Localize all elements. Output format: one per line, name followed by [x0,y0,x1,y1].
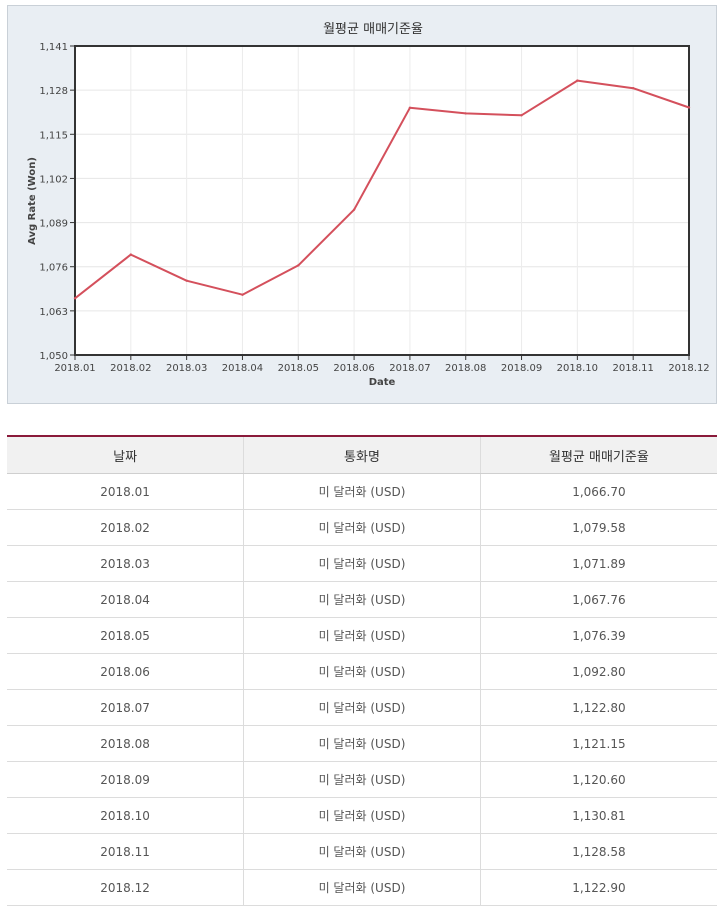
data-point [408,106,412,110]
cell-currency: 미 달러화 (USD) [243,761,481,798]
cell-currency: 미 달러화 (USD) [243,725,481,762]
data-point [241,293,244,296]
cell-date: 2018.04 [7,581,245,618]
table-header-row: 날짜 통화명 월평균 매매기준율 [7,435,717,474]
y-tick-label: 1,141 [39,42,68,53]
cell-currency: 미 달러화 (USD) [243,581,481,618]
data-point [297,264,300,267]
cell-currency: 미 달러화 (USD) [243,617,481,654]
cell-avg-rate: 1,121.15 [480,725,717,762]
data-point [520,114,523,117]
cell-date: 2018.03 [7,545,245,582]
cell-date: 2018.12 [7,869,245,906]
cell-avg-rate: 1,071.89 [480,545,717,582]
cell-currency: 미 달러화 (USD) [243,833,481,870]
header-currency: 통화명 [243,435,481,474]
table-row: 2018.03 미 달러화 (USD) 1,071.89 [7,545,717,582]
table-row: 2018.12 미 달러화 (USD) 1,122.90 [7,869,717,906]
cell-avg-rate: 1,066.70 [480,473,717,510]
grid-layer [74,45,690,356]
cell-date: 2018.05 [7,617,245,654]
data-point [185,279,188,282]
header-avg-rate: 월평균 매매기준율 [480,435,717,474]
cell-avg-rate: 1,120.60 [480,761,717,798]
x-tick-label: 2018.05 [278,363,319,374]
y-tick-label: 1,063 [39,307,68,318]
cell-currency: 미 달러화 (USD) [243,653,481,690]
x-tick-label: 2018.04 [222,363,263,374]
header-date: 날짜 [7,435,245,474]
cell-currency: 미 달러화 (USD) [243,689,481,726]
y-tick-label: 1,089 [39,219,68,230]
cell-avg-rate: 1,128.58 [480,833,717,870]
data-point [631,86,635,90]
cell-currency: 미 달러화 (USD) [243,545,481,582]
table-row: 2018.04 미 달러화 (USD) 1,067.76 [7,581,717,618]
cell-date: 2018.10 [7,797,245,834]
cell-currency: 미 달러화 (USD) [243,797,481,834]
tick-layer: 1,050 1,063 1,076 1,089 1,102 1,115 1,128 1,141… [39,42,709,374]
data-point [352,208,356,211]
series-layer [73,79,691,300]
chart-panel: 월평균 매매기준율 1,050 1,063 1,076 1,089 1,102 1,115… [7,5,717,404]
data-point [687,106,691,109]
cell-avg-rate: 1,092.80 [480,653,717,690]
x-tick-label: 2018.03 [166,363,207,374]
cell-avg-rate: 1,076.39 [480,617,717,654]
cell-date: 2018.06 [7,653,245,690]
table-row: 2018.07 미 달러화 (USD) 1,122.80 [7,689,717,726]
x-tick-label: 2018.10 [557,363,598,374]
cell-date: 2018.01 [7,473,245,510]
cell-date: 2018.02 [7,509,245,546]
table-row: 2018.09 미 달러화 (USD) 1,120.60 [7,761,717,798]
x-tick-label: 2018.02 [110,363,151,374]
cell-avg-rate: 1,130.81 [480,797,717,834]
cell-avg-rate: 1,122.80 [480,689,717,726]
x-tick-label: 2018.09 [501,363,542,374]
table-body: 2018.01 미 달러화 (USD) 1,066.70 2018.02 미 달러화 (… [7,473,717,906]
table-row: 2018.01 미 달러화 (USD) 1,066.70 [7,473,717,510]
table-row: 2018.10 미 달러화 (USD) 1,130.81 [7,797,717,834]
y-tick-label: 1,050 [39,351,68,362]
cell-date: 2018.11 [7,833,245,870]
cell-date: 2018.08 [7,725,245,762]
data-point [73,297,77,300]
cell-avg-rate: 1,079.58 [480,509,717,546]
cell-date: 2018.07 [7,689,245,726]
cell-date: 2018.09 [7,761,245,798]
x-tick-label: 2018.01 [54,363,95,374]
cell-currency: 미 달러화 (USD) [243,869,481,906]
cell-currency: 미 달러화 (USD) [243,473,481,510]
x-tick-label: 2018.12 [668,363,709,374]
table-row: 2018.02 미 달러화 (USD) 1,079.58 [7,509,717,546]
plot-frame [74,45,690,356]
x-tick-label: 2018.07 [389,363,430,374]
x-axis-label: Date [369,377,396,388]
y-tick-label: 1,076 [39,263,68,274]
data-point [464,112,467,115]
line-chart: 월평균 매매기준율 1,050 1,063 1,076 1,089 1,102 1,115… [27,22,710,388]
cell-currency: 미 달러화 (USD) [243,509,481,546]
data-table-wrap: 날짜 통화명 월평균 매매기준율 2018.01 미 달러화 (USD) 1,066… [7,435,717,906]
y-tick-label: 1,115 [39,130,68,141]
data-point [129,253,133,256]
chart-title: 월평균 매매기준율 [323,22,423,37]
table-row: 2018.11 미 달러화 (USD) 1,128.58 [7,833,717,870]
rate-table: 날짜 통화명 월평균 매매기준율 2018.01 미 달러화 (USD) 1,066… [7,435,717,906]
table-row: 2018.06 미 달러화 (USD) 1,092.80 [7,653,717,690]
table-row: 2018.05 미 달러화 (USD) 1,076.39 [7,617,717,654]
cell-avg-rate: 1,122.90 [480,869,717,906]
y-axis-label: Avg Rate (Won) [27,157,38,245]
table-row: 2018.08 미 달러화 (USD) 1,121.15 [7,725,717,762]
plot-area [75,46,689,355]
data-point [576,79,579,82]
y-tick-label: 1,102 [39,174,68,185]
x-tick-label: 2018.06 [333,363,374,374]
x-tick-label: 2018.08 [445,363,486,374]
x-tick-label: 2018.11 [613,363,654,374]
series-line [74,79,690,300]
cell-avg-rate: 1,067.76 [480,581,717,618]
y-tick-label: 1,128 [39,86,68,97]
